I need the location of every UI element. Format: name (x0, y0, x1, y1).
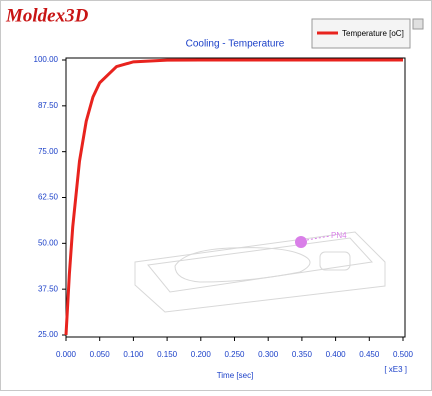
y-tick-label: 75.00 (38, 147, 59, 156)
page: {"chart_data": {"type": "line", "logo": … (0, 0, 432, 396)
x-tick-label: 0.400 (326, 350, 347, 359)
x-tick-label: 0.250 (224, 350, 245, 359)
y-tick-label: 62.50 (38, 193, 59, 202)
x-tick-label: 0.350 (292, 350, 313, 359)
x-tick-label: 0.300 (258, 350, 279, 359)
legend-button[interactable] (413, 19, 423, 29)
x-tick-label: 0.200 (191, 350, 212, 359)
x-tick-label: 0.050 (90, 350, 111, 359)
chart-title: Cooling - Temperature (186, 39, 285, 50)
x-tick-label: 0.100 (123, 350, 144, 359)
x-axis-label: Time [sec] (217, 371, 254, 380)
annotation: PN4 (331, 231, 347, 240)
y-tick-label: 37.50 (38, 284, 59, 293)
x-tick-label: 0.450 (359, 350, 380, 359)
x-tick-label: 0.150 (157, 350, 178, 359)
chart: Moldex3D Cooling - Temperature PN4 Time … (0, 0, 432, 391)
x-tick-label: 0.000 (56, 350, 77, 359)
y-tick-label: 87.50 (38, 101, 59, 110)
x-tick-label: 0.500 (393, 350, 414, 359)
logo: Moldex3D (5, 5, 89, 26)
y-tick-label: 25.00 (38, 330, 59, 339)
y-tick-label: 100.00 (34, 55, 59, 64)
x-scale-note: [ xE3 ] (384, 365, 407, 374)
node-marker (295, 236, 307, 248)
legend-label: Temperature [oC] (342, 29, 404, 38)
y-tick-label: 50.00 (38, 238, 59, 247)
